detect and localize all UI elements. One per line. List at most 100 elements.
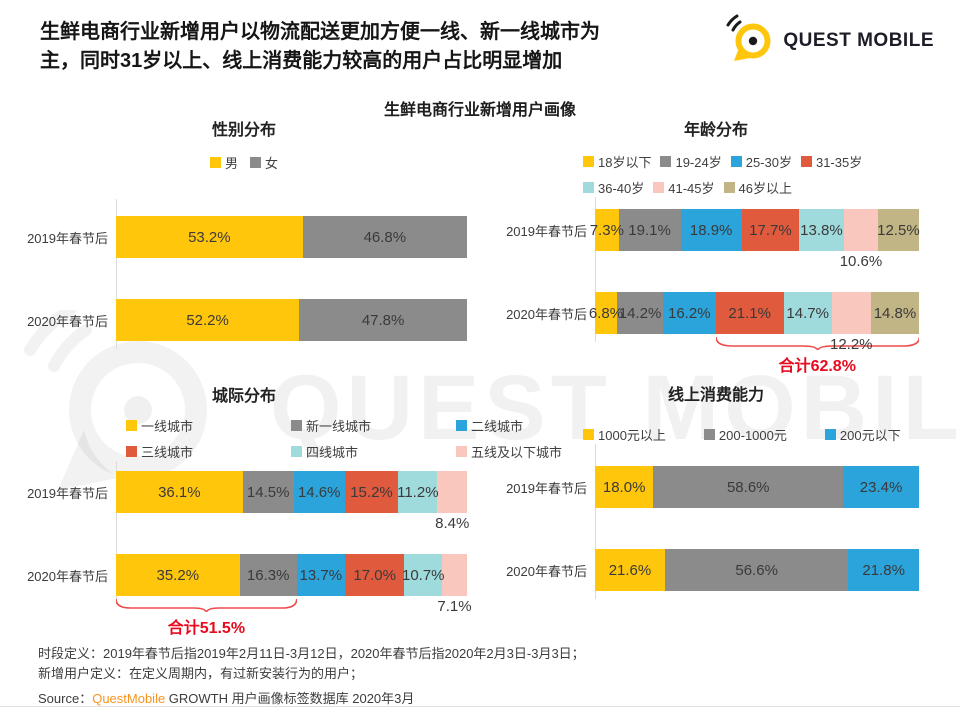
legend-swatch xyxy=(800,156,812,167)
bar-track: 21.6% 56.6% 21.8% xyxy=(595,549,919,591)
chart-panel-age: 年龄分布 18岁以下 19-24岁 25-30岁 31-35岁 36-40岁 41-45岁… xyxy=(480,112,952,375)
bar-segment: 58.6% xyxy=(653,466,844,508)
bar-segment: 12.5% xyxy=(877,209,920,251)
legend-swatch xyxy=(126,446,137,457)
legend-swatch xyxy=(653,182,665,193)
bar-value-label: 53.2% xyxy=(188,228,231,246)
chart-title-city-tier: 城际分布 xyxy=(211,388,276,405)
questmobile-logo-text: QUEST MOBILE xyxy=(783,30,934,51)
bar-segment: 53.2% xyxy=(116,216,303,258)
stacked-bar: 36.1% 14.5% 14.6% 15.2% 11.2% 8.4% xyxy=(116,471,469,532)
legend-label: 三线城市 xyxy=(141,445,194,460)
bar-row: 2020年春节后 6.8% 14.2% 16.2% 21.1% 14.7% 12.2% 14.… xyxy=(480,292,919,375)
legend-swatch xyxy=(456,446,467,457)
chart-panel-gender: 性别分布 男女 2019年春节后 53.2% 46.8% 2020年春节后 52.2% 4… xyxy=(8,112,480,349)
axis-line xyxy=(116,199,117,349)
bar-value-label: 14.6% xyxy=(297,483,341,501)
stacked-bar: 6.8% 14.2% 16.2% 21.1% 14.7% 12.2% 14.8% xyxy=(589,292,919,353)
footer-period-definition: 时段定义：2019年春节后指2019年2月11日-3月12日，2020年春节后指… xyxy=(38,646,585,661)
bar-value-label: 6.8% xyxy=(588,304,624,322)
bar-row: 2019年春节后 18.0% 58.6% 23.4% xyxy=(480,466,919,508)
page-title: 生鲜电商行业新增用户以物流配送更加方便一线、新一线城市为 主，同时31岁以上、线… xyxy=(40,18,720,76)
bracket-shape xyxy=(116,599,297,612)
plot-area-gender: 2019年春节后 53.2% 46.8% 2020年春节后 52.2% 47.8% xyxy=(8,199,480,349)
legend-label: 36-40岁 xyxy=(598,181,645,196)
stacked-bar: 52.2% 47.8% xyxy=(116,299,467,341)
stacked-bar: 18.0% 58.6% 23.4% xyxy=(595,466,919,508)
category-label: 2020年春节后 xyxy=(27,313,108,329)
chart-title-gender: 性别分布 xyxy=(211,122,276,139)
legend-swatch xyxy=(660,156,672,167)
bar-row: 2019年春节后 7.3% 19.1% 18.9% 17.7% 13.8% 10.6% 12.… xyxy=(480,209,920,270)
bar-value-label: 21.1% xyxy=(728,304,771,322)
legend-label: 四线城市 xyxy=(306,445,359,460)
legend-label: 200元以下 xyxy=(839,428,901,443)
bar-segment: 6.8% xyxy=(589,292,623,334)
source-brand: QuestMobile xyxy=(92,691,166,706)
legend-row: 一线城市 新一线城市 二线城市 xyxy=(8,416,523,435)
bar-track: 36.1% 14.5% 14.6% 15.2% 11.2% 8.4% xyxy=(116,471,469,532)
bar-value-label: 17.7% xyxy=(749,221,792,239)
footer-newuser-definition: 新增用户定义：在定义周期内，有过新安装行为的用户； xyxy=(38,666,364,681)
bar-row: 2019年春节后 36.1% 14.5% 14.6% 15.2% 11.2% 8.4% xyxy=(8,471,469,532)
stacked-bar: 21.6% 56.6% 21.8% xyxy=(595,549,919,591)
bar-value-label: 35.2% xyxy=(156,566,200,584)
source-prefix: Source： xyxy=(38,691,93,706)
bar-value-label: 13.8% xyxy=(800,221,843,239)
legend-label: 25-30岁 xyxy=(745,155,792,170)
legend-label: 19-24岁 xyxy=(675,155,722,170)
legend-label: 女 xyxy=(265,156,279,171)
legend-swatch xyxy=(723,182,735,193)
plot-area-city-tier: 2019年春节后 36.1% 14.5% 14.6% 15.2% 11.2% 8.4% 202… xyxy=(8,461,480,637)
legend-swatch xyxy=(730,156,742,167)
page-title-line2: 主，同时31岁以上、线上消费能力较高的用户占比明显增加 xyxy=(40,50,563,72)
bar-value-label: 46.8% xyxy=(363,228,407,246)
bar-segment: 21.6% xyxy=(595,549,665,591)
bar-segment: 47.8% xyxy=(299,299,467,341)
bar-value-label: 14.2% xyxy=(618,304,662,322)
total-bracket: 合计62.8% xyxy=(716,337,919,376)
legend-label: 五线及以下城市 xyxy=(471,445,563,460)
legend-row: 18岁以下 19-24岁 25-30岁 31-35岁 xyxy=(480,152,952,171)
bar-segment: 17.0% xyxy=(344,554,405,596)
bar-value-label: 15.2% xyxy=(350,483,393,501)
bar-value-label: 21.6% xyxy=(608,561,652,579)
source-suffix: GROWTH 用户画像标签数据库 2020年3月 xyxy=(165,691,415,706)
bar-segment: 35.2% xyxy=(116,554,240,596)
legend-row: 1000元以上 200-1000元 200元以下 xyxy=(480,425,952,444)
bar-track: 6.8% 14.2% 16.2% 21.1% 14.7% 12.2% 14.8% 合计62.8… xyxy=(589,292,919,375)
plot-area-age: 2019年春节后 7.3% 19.1% 18.9% 17.7% 13.8% 10.6% 12.… xyxy=(480,197,952,375)
bar-value-label: 10.6% xyxy=(839,253,883,270)
axis-line xyxy=(116,461,117,604)
bar-track: 52.2% 47.8% xyxy=(116,299,467,341)
legend-swatch xyxy=(126,420,137,431)
source-line: Source：QuestMobile GROWTH 用户画像标签数据库 2020… xyxy=(38,689,585,709)
bar-segment: 17.7% xyxy=(741,209,800,251)
bracket-shape xyxy=(716,337,919,350)
bar-value-label: 13.7% xyxy=(299,566,343,584)
bar-value-label: 19.1% xyxy=(628,221,671,239)
bar-value-label: 52.2% xyxy=(186,311,229,329)
bar-segment: 23.4% xyxy=(843,466,919,508)
legend-swatch xyxy=(209,157,221,168)
bottom-divider xyxy=(0,706,960,707)
bar-track: 18.0% 58.6% 23.4% xyxy=(595,466,919,508)
legend-swatch xyxy=(703,429,715,440)
legend-swatch xyxy=(291,420,302,431)
bar-segment: 11.2% xyxy=(397,471,439,513)
bar-value-label: 14.7% xyxy=(786,304,829,322)
bar-segment: 14.5% xyxy=(242,471,294,513)
bar-value-label: 18.9% xyxy=(689,221,733,239)
bar-segment: 52.2% xyxy=(116,299,300,341)
bar-value-label: 8.4% xyxy=(435,515,470,532)
bar-value-label: 14.8% xyxy=(873,304,917,322)
bar-row: 2020年春节后 52.2% 47.8% xyxy=(8,299,467,341)
bar-segment: 46.8% xyxy=(302,216,467,258)
bar-row: 2020年春节后 35.2% 16.3% 13.7% 17.0% 10.7% 7.1% 合计5… xyxy=(8,554,472,637)
category-label: 2019年春节后 xyxy=(27,485,108,501)
legend-swatch xyxy=(583,182,594,193)
category-label: 2020年春节后 xyxy=(27,568,108,584)
total-bracket-label: 合计51.5% xyxy=(167,620,246,637)
legend-row: 三线城市 四线城市 五线及以下城市 xyxy=(8,442,562,461)
legend-label: 1000元以上 xyxy=(598,428,666,443)
